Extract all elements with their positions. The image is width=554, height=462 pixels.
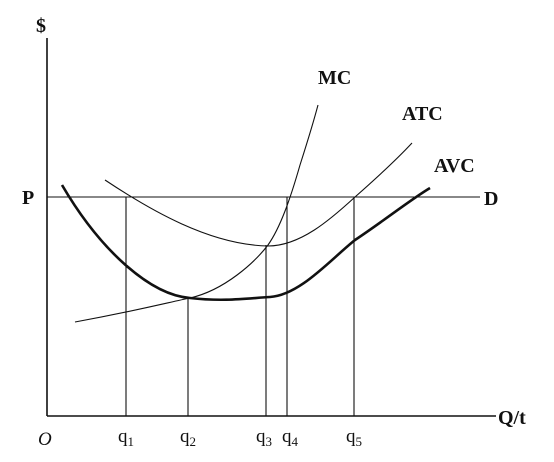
q-sub: 1 bbox=[128, 434, 135, 449]
q-sub: 4 bbox=[292, 434, 299, 449]
origin-label: O bbox=[38, 429, 52, 450]
q-label: q2 bbox=[180, 426, 196, 449]
q-label: q3 bbox=[256, 426, 272, 449]
mc-curve bbox=[74, 104, 319, 323]
q-main: q bbox=[118, 426, 128, 447]
q-sub: 3 bbox=[266, 434, 273, 449]
q-main: q bbox=[346, 426, 356, 447]
q-label: q4 bbox=[282, 426, 299, 449]
avc-label: AVC bbox=[434, 155, 475, 177]
q-main: q bbox=[282, 426, 292, 447]
y-axis-label: $ bbox=[36, 15, 46, 37]
mc-label: MC bbox=[318, 67, 351, 89]
q-sub: 5 bbox=[356, 434, 363, 449]
demand-label: D bbox=[484, 188, 498, 210]
q-sub: 2 bbox=[190, 434, 197, 449]
x-axis-label: Q/t bbox=[498, 407, 526, 429]
q-label: q1 bbox=[118, 426, 134, 449]
price-label: P bbox=[22, 187, 34, 209]
atc-label: ATC bbox=[402, 103, 443, 125]
avc-curve bbox=[60, 184, 431, 302]
q-main: q bbox=[180, 426, 190, 447]
q-label: q5 bbox=[346, 426, 362, 449]
atc-curve bbox=[104, 142, 413, 247]
q-main: q bbox=[256, 426, 266, 447]
